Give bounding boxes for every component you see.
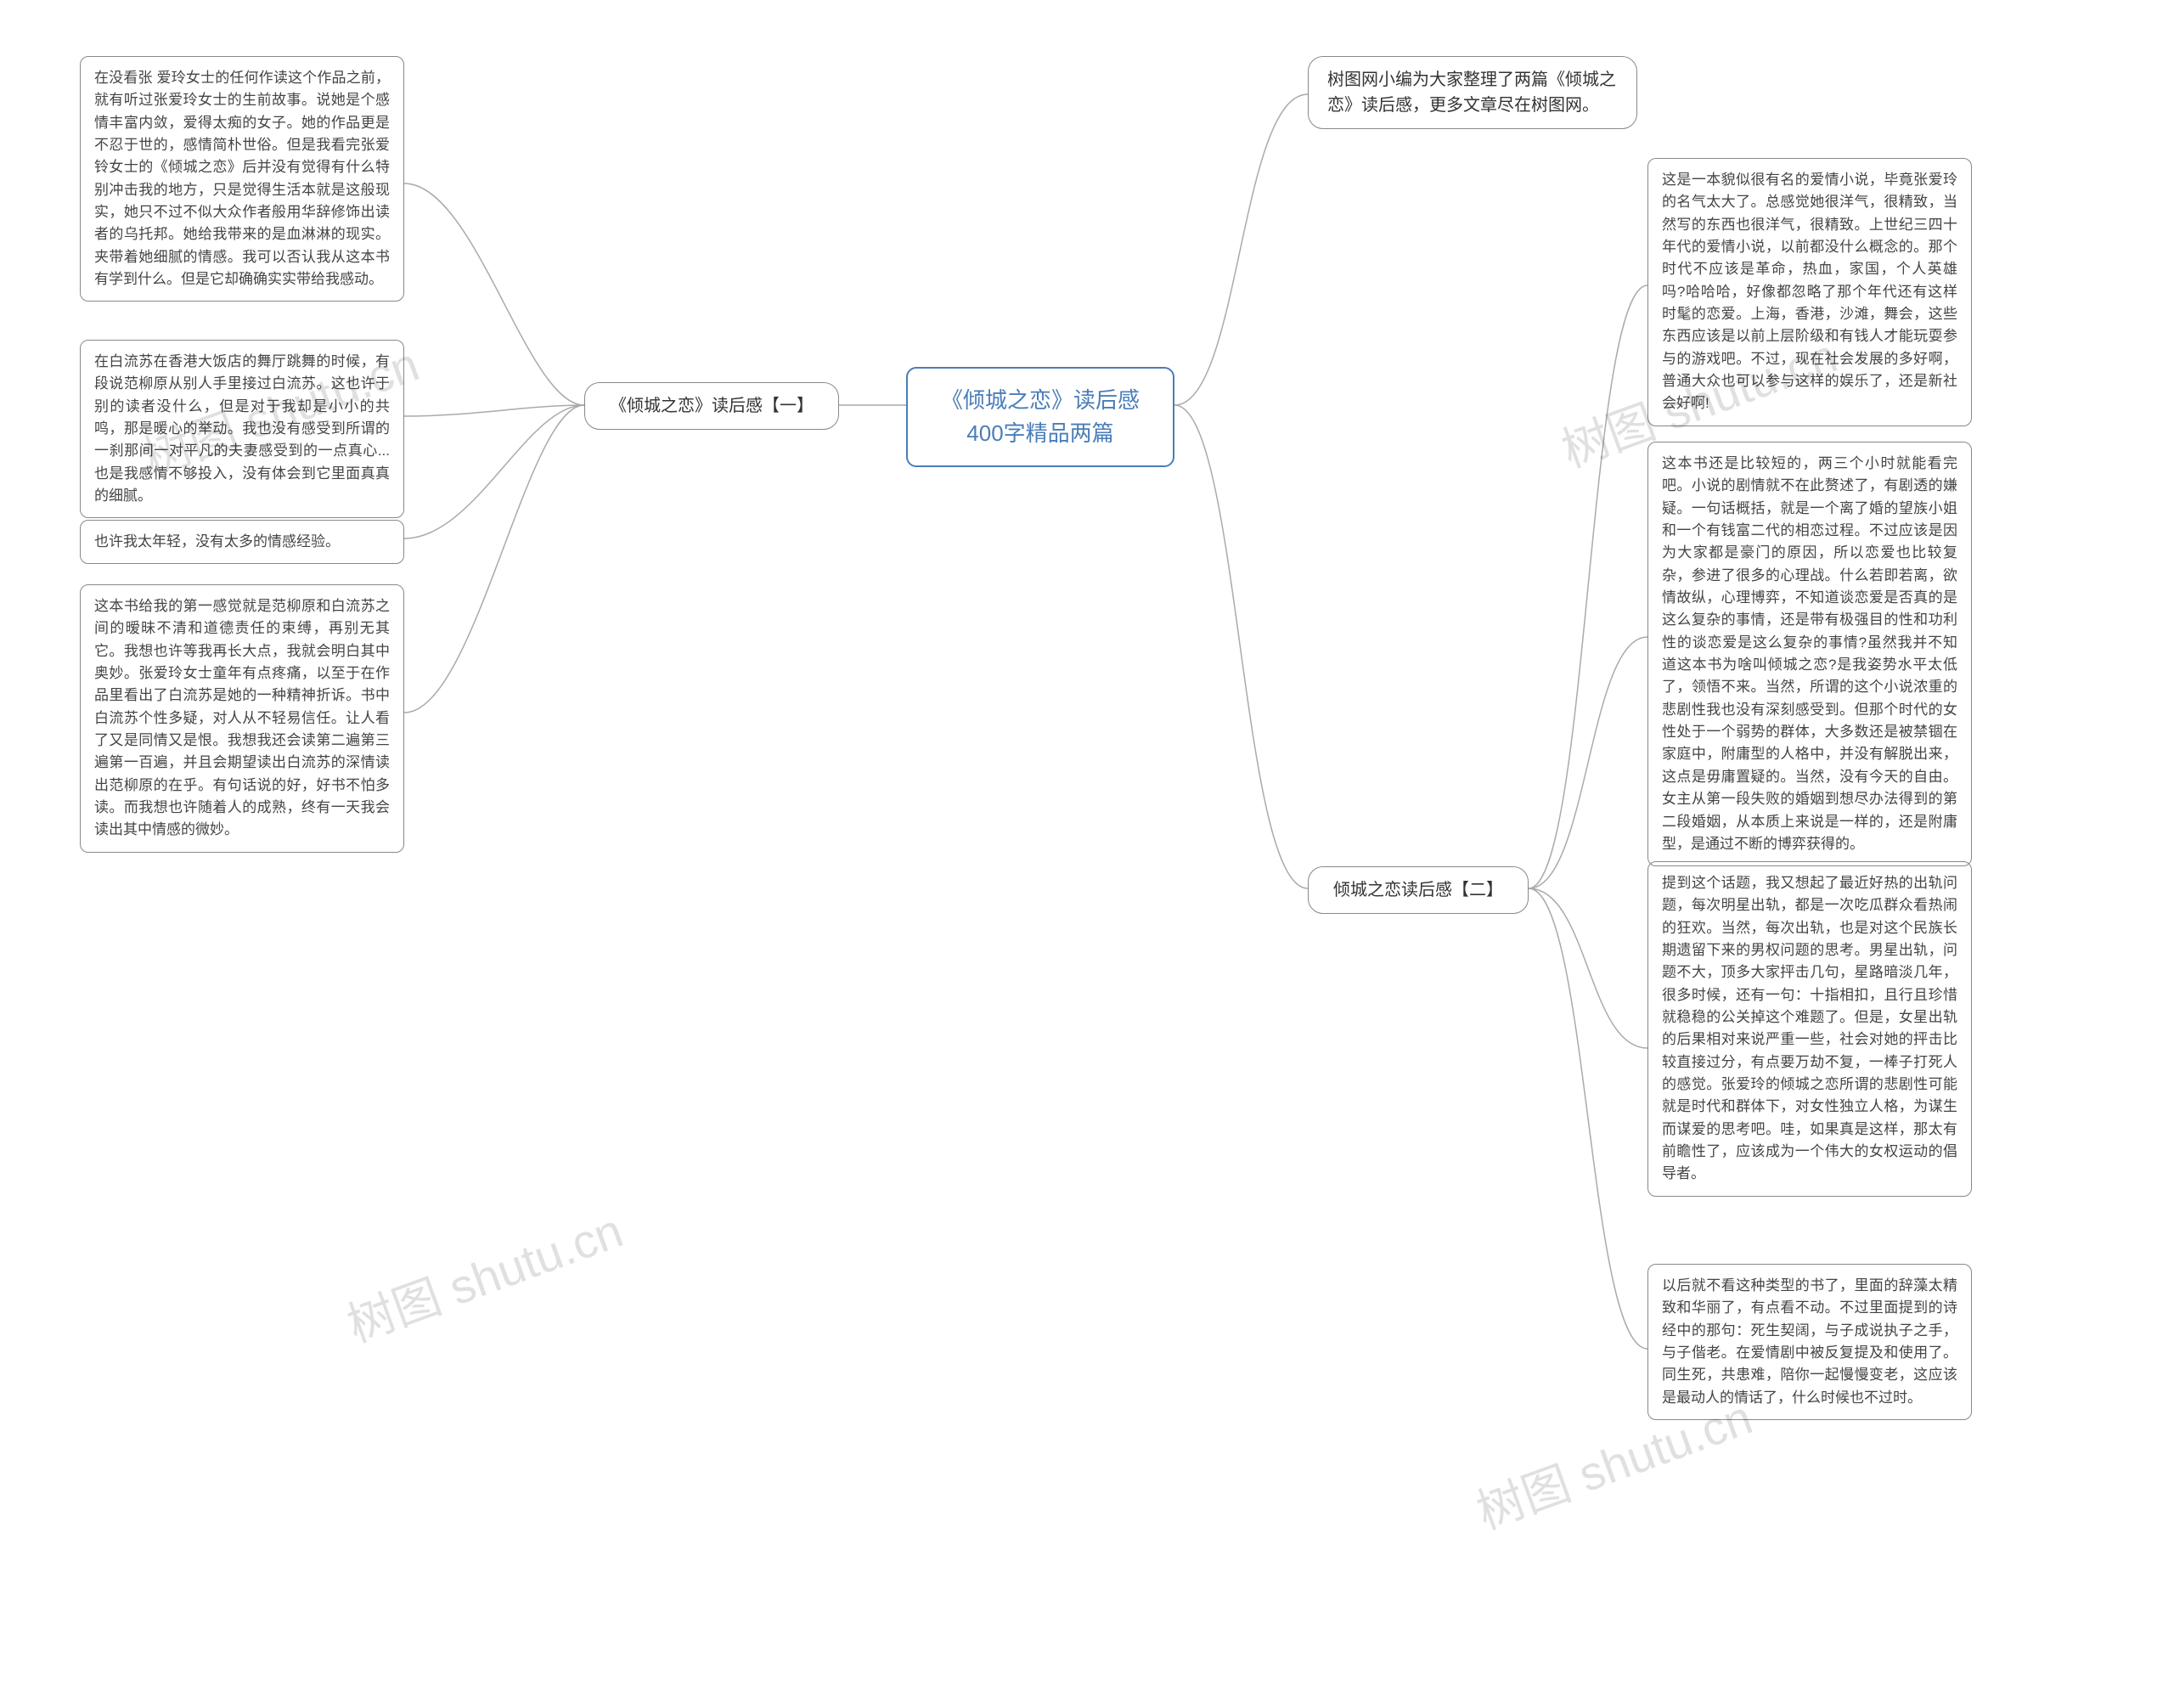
root-title: 《倾城之恋》读后感400字精品两篇 — [941, 387, 1140, 446]
right-leaf-2[interactable]: 这本书还是比较短的，两三个小时就能看完吧。小说的剧情就不在此赘述了，有剧透的嫌疑… — [1647, 442, 1972, 866]
right-leaf-3-text: 提到这个话题，我又想起了最近好热的出轨问题，每次明星出轨，都是一次吃瓜群众看热闹… — [1662, 875, 1957, 1181]
right-branch-intro-text: 树图网小编为大家整理了两篇《倾城之恋》读后感，更多文章尽在树图网。 — [1327, 70, 1616, 115]
right-leaf-1-text: 这是一本貌似很有名的爱情小说，毕竟张爱玲的名气太大了。总感觉她很洋气，很精致，当… — [1662, 172, 1957, 411]
right-branch-intro[interactable]: 树图网小编为大家整理了两篇《倾城之恋》读后感，更多文章尽在树图网。 — [1308, 56, 1637, 129]
left-leaf-2[interactable]: 在白流苏在香港大饭店的舞厅跳舞的时候，有段说范柳原从别人手里接过白流苏。这也许于… — [80, 340, 404, 518]
left-leaf-2-text: 在白流苏在香港大饭店的舞厅跳舞的时候，有段说范柳原从别人手里接过白流苏。这也许于… — [94, 353, 390, 504]
right-leaf-2-text: 这本书还是比较短的，两三个小时就能看完吧。小说的剧情就不在此赘述了，有剧透的嫌疑… — [1662, 455, 1957, 852]
right-leaf-1[interactable]: 这是一本貌似很有名的爱情小说，毕竟张爱玲的名气太大了。总感觉她很洋气，很精致，当… — [1647, 158, 1972, 426]
left-branch-text: 《倾城之恋》读后感【一】 — [610, 397, 814, 415]
watermark-3: 树图 shutu.cn — [336, 1192, 631, 1356]
right-leaf-4-text: 以后就不看这种类型的书了，里面的辞藻太精致和华丽了，有点看不动。不过里面提到的诗… — [1662, 1277, 1957, 1406]
left-leaf-3-text: 也许我太年轻，没有太多的情感经验。 — [94, 533, 340, 550]
left-leaf-4-text: 这本书给我的第一感觉就是范柳原和白流苏之间的暧昧不清和道德责任的束缚，再别无其它… — [94, 598, 390, 837]
left-branch-label[interactable]: 《倾城之恋》读后感【一】 — [584, 382, 839, 430]
left-leaf-3[interactable]: 也许我太年轻，没有太多的情感经验。 — [80, 520, 404, 564]
right-branch-2-text: 倾城之恋读后感【二】 — [1333, 881, 1503, 899]
left-leaf-1[interactable]: 在没看张 爱玲女士的任何作读这个作品之前，就有听过张爱玲女士的生前故事。说她是个… — [80, 56, 404, 302]
root-node[interactable]: 《倾城之恋》读后感400字精品两篇 — [906, 367, 1174, 467]
right-leaf-3[interactable]: 提到这个话题，我又想起了最近好热的出轨问题，每次明星出轨，都是一次吃瓜群众看热闹… — [1647, 861, 1972, 1197]
left-leaf-1-text: 在没看张 爱玲女士的任何作读这个作品之前，就有听过张爱玲女士的生前故事。说她是个… — [94, 70, 390, 287]
right-branch-2-label[interactable]: 倾城之恋读后感【二】 — [1308, 866, 1529, 914]
right-leaf-4[interactable]: 以后就不看这种类型的书了，里面的辞藻太精致和华丽了，有点看不动。不过里面提到的诗… — [1647, 1264, 1972, 1420]
left-leaf-4[interactable]: 这本书给我的第一感觉就是范柳原和白流苏之间的暧昧不清和道德责任的束缚，再别无其它… — [80, 584, 404, 853]
